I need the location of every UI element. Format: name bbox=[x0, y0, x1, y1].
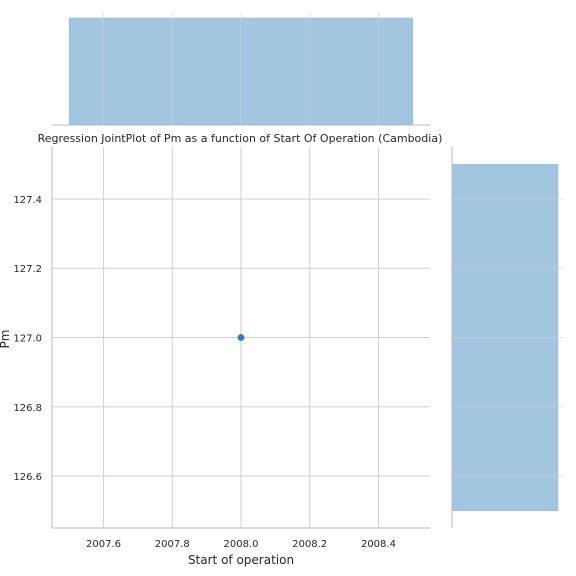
y-tick-label: 126.8 bbox=[13, 403, 42, 414]
x-axis-label: Start of operation bbox=[188, 553, 294, 567]
axis-spines bbox=[51, 147, 430, 529]
y-tick-label: 127.0 bbox=[13, 334, 42, 345]
marginal-x-histogram bbox=[52, 12, 430, 126]
x-tick-label: 2007.8 bbox=[155, 539, 190, 550]
x-axis-ticks: 2007.6 2007.8 2008.0 2008.2 2008.4 bbox=[86, 539, 396, 550]
y-axis-ticks: 126.6 126.8 127.0 127.2 127.4 bbox=[13, 195, 42, 483]
x-tick-label: 2008.0 bbox=[224, 539, 259, 550]
x-tick-label: 2007.6 bbox=[86, 539, 121, 550]
chart-title: Regression JointPlot of Pm as a function… bbox=[38, 132, 443, 145]
y-tick-label: 127.2 bbox=[13, 264, 42, 275]
scatter-points bbox=[237, 334, 245, 341]
marginal-y-histogram bbox=[451, 147, 565, 528]
y-tick-label: 126.6 bbox=[13, 472, 42, 483]
x-tick-label: 2008.4 bbox=[361, 539, 396, 550]
y-tick-label: 127.4 bbox=[13, 195, 42, 206]
joint-axes: 2007.6 2007.8 2008.0 2008.2 2008.4 126.6126.… bbox=[13, 147, 430, 550]
data-point bbox=[237, 334, 245, 341]
x-tick-label: 2008.2 bbox=[292, 539, 327, 550]
y-axis-label: Pm bbox=[0, 330, 12, 349]
